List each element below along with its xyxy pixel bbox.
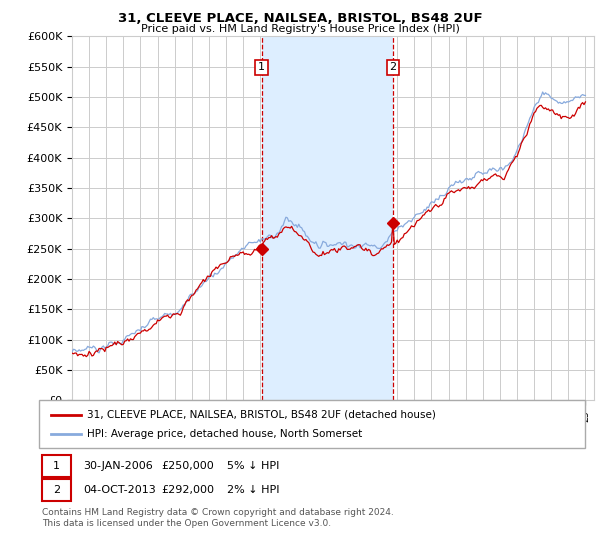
- Text: 04-OCT-2013: 04-OCT-2013: [83, 485, 155, 495]
- Text: £250,000: £250,000: [161, 461, 214, 471]
- Text: Contains HM Land Registry data © Crown copyright and database right 2024.
This d: Contains HM Land Registry data © Crown c…: [42, 508, 394, 528]
- Text: 2% ↓ HPI: 2% ↓ HPI: [227, 485, 280, 495]
- Text: HPI: Average price, detached house, North Somerset: HPI: Average price, detached house, Nort…: [87, 429, 362, 439]
- Text: 2: 2: [53, 485, 60, 495]
- Text: 31, CLEEVE PLACE, NAILSEA, BRISTOL, BS48 2UF: 31, CLEEVE PLACE, NAILSEA, BRISTOL, BS48…: [118, 12, 482, 25]
- Text: 2: 2: [389, 62, 397, 72]
- Text: 30-JAN-2006: 30-JAN-2006: [83, 461, 152, 471]
- Text: 31, CLEEVE PLACE, NAILSEA, BRISTOL, BS48 2UF (detached house): 31, CLEEVE PLACE, NAILSEA, BRISTOL, BS48…: [87, 409, 436, 419]
- Text: 5% ↓ HPI: 5% ↓ HPI: [227, 461, 279, 471]
- Text: 1: 1: [53, 461, 60, 471]
- Text: Price paid vs. HM Land Registry's House Price Index (HPI): Price paid vs. HM Land Registry's House …: [140, 24, 460, 34]
- Text: 1: 1: [258, 62, 265, 72]
- Bar: [262, 36, 393, 400]
- Text: £292,000: £292,000: [161, 485, 214, 495]
